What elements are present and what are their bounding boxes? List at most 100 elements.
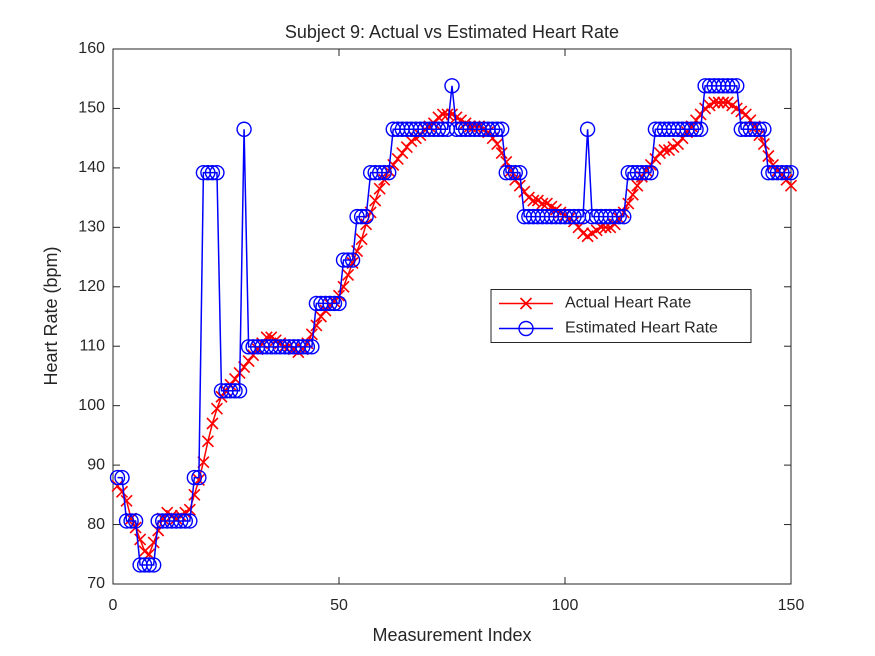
marker-circle: [335, 252, 352, 268]
legend-label: Estimated Heart Rate: [565, 320, 718, 337]
marker-circle: [349, 208, 365, 225]
series-line: [117, 85, 791, 566]
marker-x: [762, 149, 775, 163]
marker-circle: [326, 295, 343, 312]
y-tick-label: 100: [78, 397, 105, 414]
marker-x: [712, 96, 725, 109]
marker-circle: [353, 208, 370, 225]
marker-circle: [331, 295, 347, 312]
marker-x: [188, 488, 201, 501]
marker-circle: [774, 164, 790, 181]
y-tick-label: 90: [87, 456, 105, 473]
legend: Actual Heart Rate Estimated Heart Rate: [490, 289, 752, 343]
marker-x: [671, 138, 685, 151]
marker-circle: [227, 383, 243, 399]
marker-circle: [304, 339, 320, 355]
marker-circle: [177, 513, 194, 529]
marker-x: [757, 138, 770, 151]
marker-circle: [209, 164, 225, 181]
marker-x: [210, 402, 224, 415]
series: [109, 78, 799, 573]
y-tick-label: 130: [78, 219, 105, 236]
marker-circle: [607, 208, 623, 225]
marker-x: [147, 536, 160, 549]
marker-x: [717, 96, 730, 109]
y-tick-label: 160: [78, 40, 105, 57]
marker-circle: [295, 339, 311, 355]
x-tick-label: 150: [778, 597, 805, 614]
marker-circle: [579, 121, 596, 137]
marker-x: [305, 328, 318, 341]
marker-x: [495, 146, 508, 160]
marker-circle: [484, 121, 501, 137]
marker-circle: [358, 208, 374, 225]
marker-x: [436, 108, 450, 121]
marker-circle: [688, 121, 704, 137]
marker-circle: [778, 164, 795, 181]
marker-circle: [344, 252, 361, 268]
marker-circle: [381, 164, 397, 181]
marker-circle: [444, 78, 460, 94]
y-tick-label: 120: [78, 278, 105, 295]
marker-circle: [611, 208, 627, 225]
marker-circle: [512, 164, 528, 181]
marker-circle: [204, 164, 221, 181]
marker-x: [341, 268, 355, 281]
marker-x: [391, 152, 404, 166]
marker-x: [784, 179, 798, 192]
marker-circle: [616, 208, 632, 225]
marker-circle: [182, 513, 198, 529]
marker-circle: [756, 121, 772, 137]
marker-circle: [430, 121, 447, 137]
marker-x: [242, 355, 255, 368]
y-axis-label: Heart Rate (bpm): [41, 246, 61, 385]
marker-circle: [236, 121, 252, 137]
marker-circle: [724, 78, 740, 94]
marker-circle: [200, 164, 216, 181]
marker-x: [228, 372, 242, 385]
marker-circle: [127, 513, 144, 529]
marker-circle: [507, 164, 523, 181]
marker-x: [658, 143, 671, 157]
marker-circle: [683, 121, 700, 137]
x-axis-label: Measurement Index: [372, 625, 531, 645]
marker-circle: [141, 557, 157, 573]
marker-circle: [322, 295, 338, 312]
marker-circle: [783, 164, 799, 181]
marker-x: [373, 182, 386, 195]
marker-circle: [173, 513, 189, 529]
marker-circle: [340, 252, 356, 268]
marker-x: [314, 310, 327, 323]
marker-circle: [494, 121, 510, 137]
marker-circle: [638, 164, 655, 181]
marker-x: [111, 479, 124, 492]
marker-x: [513, 179, 526, 192]
marker-circle: [751, 121, 768, 137]
marker-x: [206, 417, 219, 430]
marker-x: [310, 319, 323, 332]
marker-x: [527, 194, 540, 207]
y-tick-label: 70: [87, 575, 105, 592]
marker-circle: [489, 121, 505, 137]
marker-circle: [136, 557, 153, 573]
marker-x: [369, 194, 382, 207]
marker-x: [120, 494, 133, 507]
marker-x: [441, 108, 454, 121]
marker-circle: [299, 339, 316, 355]
marker-circle: [145, 557, 162, 573]
marker-x: [536, 197, 549, 210]
y-tick-label: 150: [78, 100, 105, 117]
marker-x: [115, 485, 129, 498]
marker-x: [631, 179, 644, 192]
marker-x: [491, 138, 504, 151]
marker-circle: [231, 383, 248, 399]
marker-circle: [186, 469, 203, 486]
y-tick-label: 140: [78, 159, 105, 176]
marker-x: [739, 108, 752, 121]
marker-x: [626, 188, 639, 201]
chart-title: Subject 9: Actual vs Estimated Heart Rat…: [285, 22, 619, 42]
marker-circle: [634, 164, 650, 181]
marker-circle: [747, 121, 763, 137]
marker-circle: [503, 164, 519, 181]
